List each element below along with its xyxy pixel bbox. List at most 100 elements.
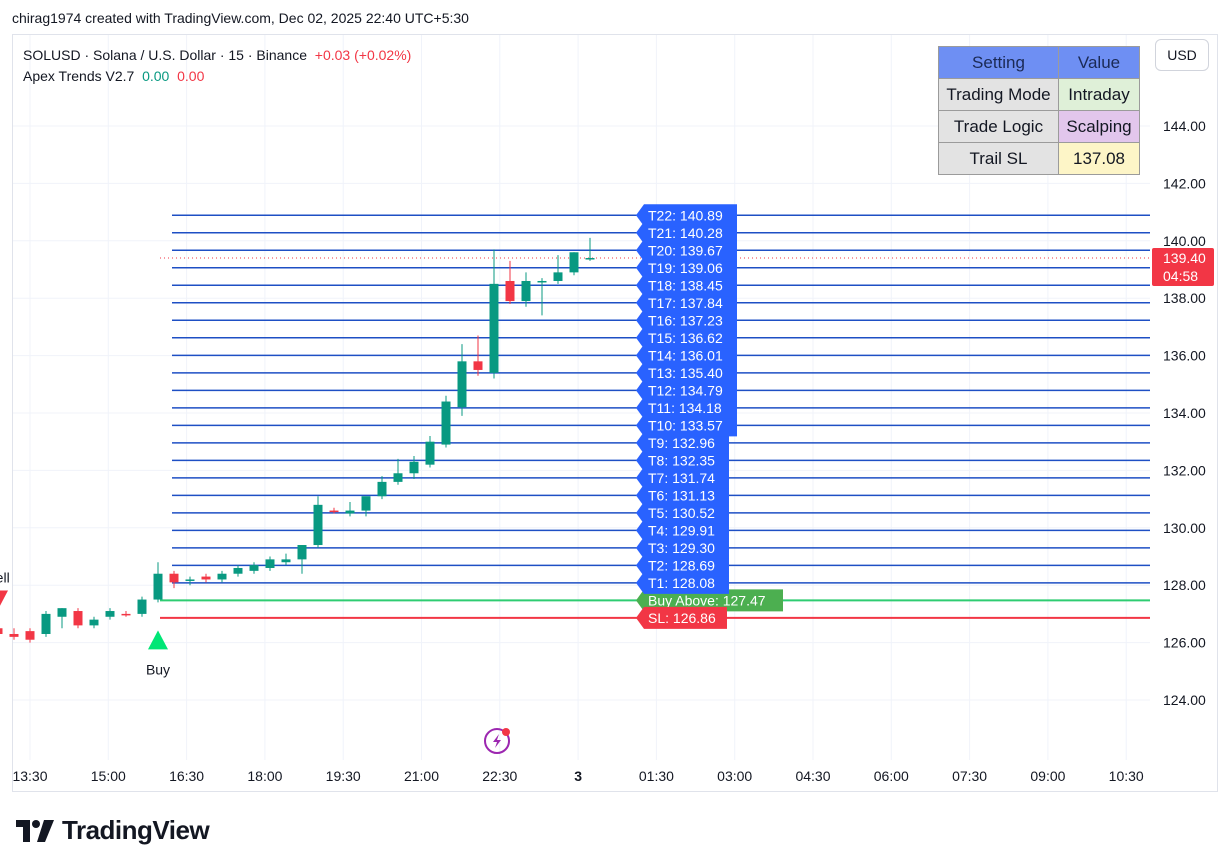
target-label: T11: 134.18 (636, 396, 737, 419)
candle (121, 611, 131, 617)
price-axis: 124.00 126.00 128.00 130.00 132.00 134.00 136.… (1152, 118, 1214, 708)
level-label-bg (636, 274, 737, 297)
target-label: T20: 139.67 (636, 239, 737, 262)
target-label: T14: 136.01 (636, 344, 737, 367)
level-label-text: T14: 136.01 (648, 347, 723, 363)
target-label: T3: 129.30 (636, 536, 729, 559)
target-label: T2: 128.69 (636, 554, 729, 577)
table-row: Trade Logic Scalping (938, 110, 1140, 143)
level-label-bg (636, 571, 729, 594)
candle-body (281, 559, 291, 563)
target-label: T18: 138.45 (636, 274, 737, 297)
candle (73, 608, 83, 629)
candle-body (265, 559, 275, 568)
candle-body (57, 608, 67, 617)
candle-body (361, 496, 371, 511)
level-label-bg (636, 554, 729, 577)
sell-signal-icon (0, 590, 8, 606)
tradingview-logo[interactable]: TradingView (16, 815, 210, 846)
time-tick-label: 07:30 (952, 768, 987, 784)
time-tick-label: 13:30 (12, 768, 47, 784)
candle-body (201, 576, 211, 580)
buy-signal-label: Buy (146, 661, 170, 677)
candle (537, 278, 547, 316)
candle-body (457, 361, 467, 408)
value-cell: Intraday (1058, 78, 1140, 111)
level-label-bg (636, 291, 737, 314)
time-tick-label: 01:30 (639, 768, 674, 784)
candle (9, 628, 19, 640)
target-label: T7: 131.74 (636, 466, 729, 489)
level-label-bg (636, 466, 729, 489)
currency-button[interactable]: USD (1155, 39, 1209, 71)
target-label: T19: 139.06 (636, 256, 737, 279)
candle-body (489, 283, 499, 373)
current-price-label: 139.40 (1163, 250, 1206, 266)
level-label-bg (636, 309, 737, 332)
target-label: T15: 136.62 (636, 326, 737, 349)
level-label-text: T22: 140.89 (648, 207, 723, 223)
level-label-text: T16: 137.23 (648, 312, 723, 328)
candle (0, 628, 3, 634)
candle-body (185, 579, 195, 581)
target-label: T13: 135.40 (636, 361, 737, 384)
candle-body (345, 510, 355, 514)
candle (265, 556, 275, 571)
level-label-text: T5: 130.52 (648, 505, 715, 521)
price-tick-label: 140.00 (1163, 233, 1206, 249)
level-label-bg (636, 589, 783, 612)
candle (425, 435, 435, 468)
candle-body (297, 545, 307, 560)
candle-body (377, 481, 387, 497)
target-label: T5: 130.52 (636, 501, 729, 524)
signals: Sell Buy (0, 570, 170, 677)
time-tick-label: 22:30 (482, 768, 517, 784)
level-label-bg (636, 606, 727, 629)
target-label: T8: 132.35 (636, 449, 729, 472)
candle (409, 456, 419, 480)
chart-legend: SOLUSD · Solana / U.S. Dollar · 15 · Bin… (23, 45, 411, 87)
target-label: T12: 134.79 (636, 379, 737, 402)
current-price-badge-bg (1152, 248, 1214, 287)
indicator-value-1: 0.00 (142, 68, 170, 84)
indicator-name[interactable]: Apex Trends V2.7 (23, 68, 135, 84)
level-label-text: Buy Above: 127.47 (648, 592, 766, 608)
candle (505, 260, 515, 304)
level-label-bg (636, 344, 737, 367)
symbol-title[interactable]: SOLUSD · Solana / U.S. Dollar · 15 · Bin… (23, 47, 308, 63)
price-tick-label: 136.00 (1163, 348, 1206, 364)
candle-body (0, 628, 3, 634)
candle (89, 616, 99, 629)
candle-body (153, 573, 163, 600)
candle-body (409, 461, 419, 474)
candle (553, 255, 563, 284)
candle (393, 458, 403, 485)
candle (569, 252, 579, 276)
level-label-text: T8: 132.35 (648, 452, 715, 468)
candle-body (393, 473, 403, 482)
candle-body (441, 401, 451, 445)
level-label-bg (636, 396, 737, 419)
candle-body (313, 504, 323, 546)
candle (329, 507, 339, 514)
time-tick-label: 03:00 (717, 768, 752, 784)
level-label-text: T13: 135.40 (648, 365, 723, 381)
value-cell: Scalping (1058, 110, 1140, 143)
candle (185, 576, 195, 586)
level-label-text: T15: 136.62 (648, 330, 723, 346)
level-label-bg (636, 519, 729, 542)
time-tick-label: 06:00 (874, 768, 909, 784)
level-label-text: T21: 140.28 (648, 225, 723, 241)
price-tick-label: 134.00 (1163, 405, 1206, 421)
candle (521, 272, 531, 307)
candle-body (505, 280, 515, 302)
candle (345, 501, 355, 517)
replay-icon[interactable] (484, 728, 510, 754)
table-row: Trading Mode Intraday (938, 78, 1140, 111)
candle-body (217, 573, 227, 580)
time-tick-label: 16:30 (169, 768, 204, 784)
target-label: T21: 140.28 (636, 221, 737, 244)
candle-body (89, 619, 99, 626)
